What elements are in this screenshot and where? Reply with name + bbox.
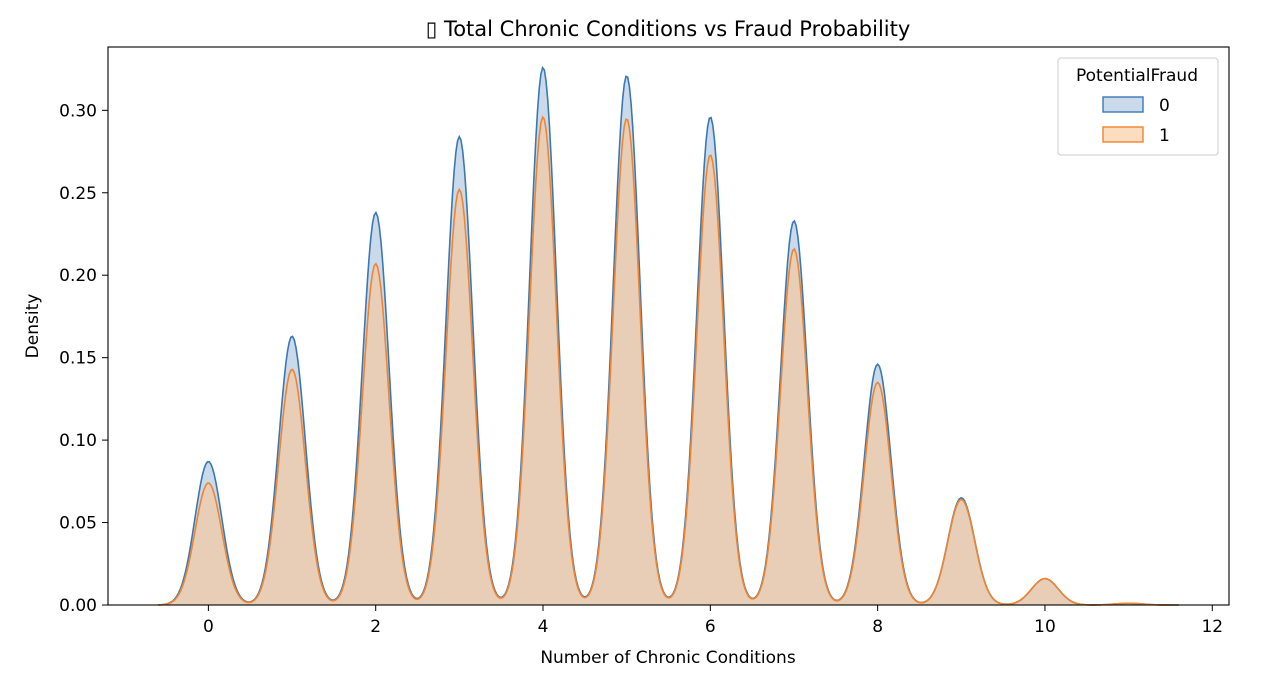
y-tick-label: 0.30	[59, 101, 97, 121]
legend-swatch-1	[1102, 126, 1144, 143]
series-1-area	[158, 117, 1179, 606]
legend-swatch-0	[1102, 96, 1144, 113]
series-1-line	[158, 115, 1179, 606]
legend: PotentialFraud 01	[1057, 57, 1219, 156]
legend-label-0: 0	[1159, 96, 1170, 116]
x-axis-label: Number of Chronic Conditions	[540, 648, 796, 668]
x-tick-label: 6	[705, 617, 716, 637]
plot-frame	[107, 46, 1230, 606]
x-tick-label: 0	[203, 617, 214, 637]
x-tick-label: 8	[872, 617, 883, 637]
y-tick-label: 0.15	[59, 349, 97, 369]
legend-items: 01	[1102, 96, 1170, 146]
chart-title: ▯ Total Chronic Conditions vs Fraud Prob…	[426, 17, 911, 41]
x-tick-label: 12	[1201, 617, 1223, 637]
x-tick-label: 4	[538, 617, 549, 637]
x-axis-ticks: 0 2 4 6 8 10 12	[203, 605, 1223, 637]
y-tick-label: 0.25	[59, 184, 97, 204]
y-tick-label: 0.05	[59, 514, 97, 534]
x-tick-label: 2	[370, 617, 381, 637]
y-tick-label: 0.10	[59, 431, 97, 451]
y-axis-label: Density	[23, 294, 43, 359]
legend-label-1: 1	[1159, 126, 1170, 146]
y-tick-label: 0.00	[59, 596, 97, 616]
x-tick-label: 10	[1034, 617, 1056, 637]
y-axis-ticks: 0.00 0.05 0.10 0.15 0.20 0.25 0.30	[59, 101, 108, 616]
series-lines	[158, 65, 1179, 606]
y-tick-label: 0.20	[59, 266, 97, 286]
legend-title: PotentialFraud	[1076, 66, 1198, 86]
